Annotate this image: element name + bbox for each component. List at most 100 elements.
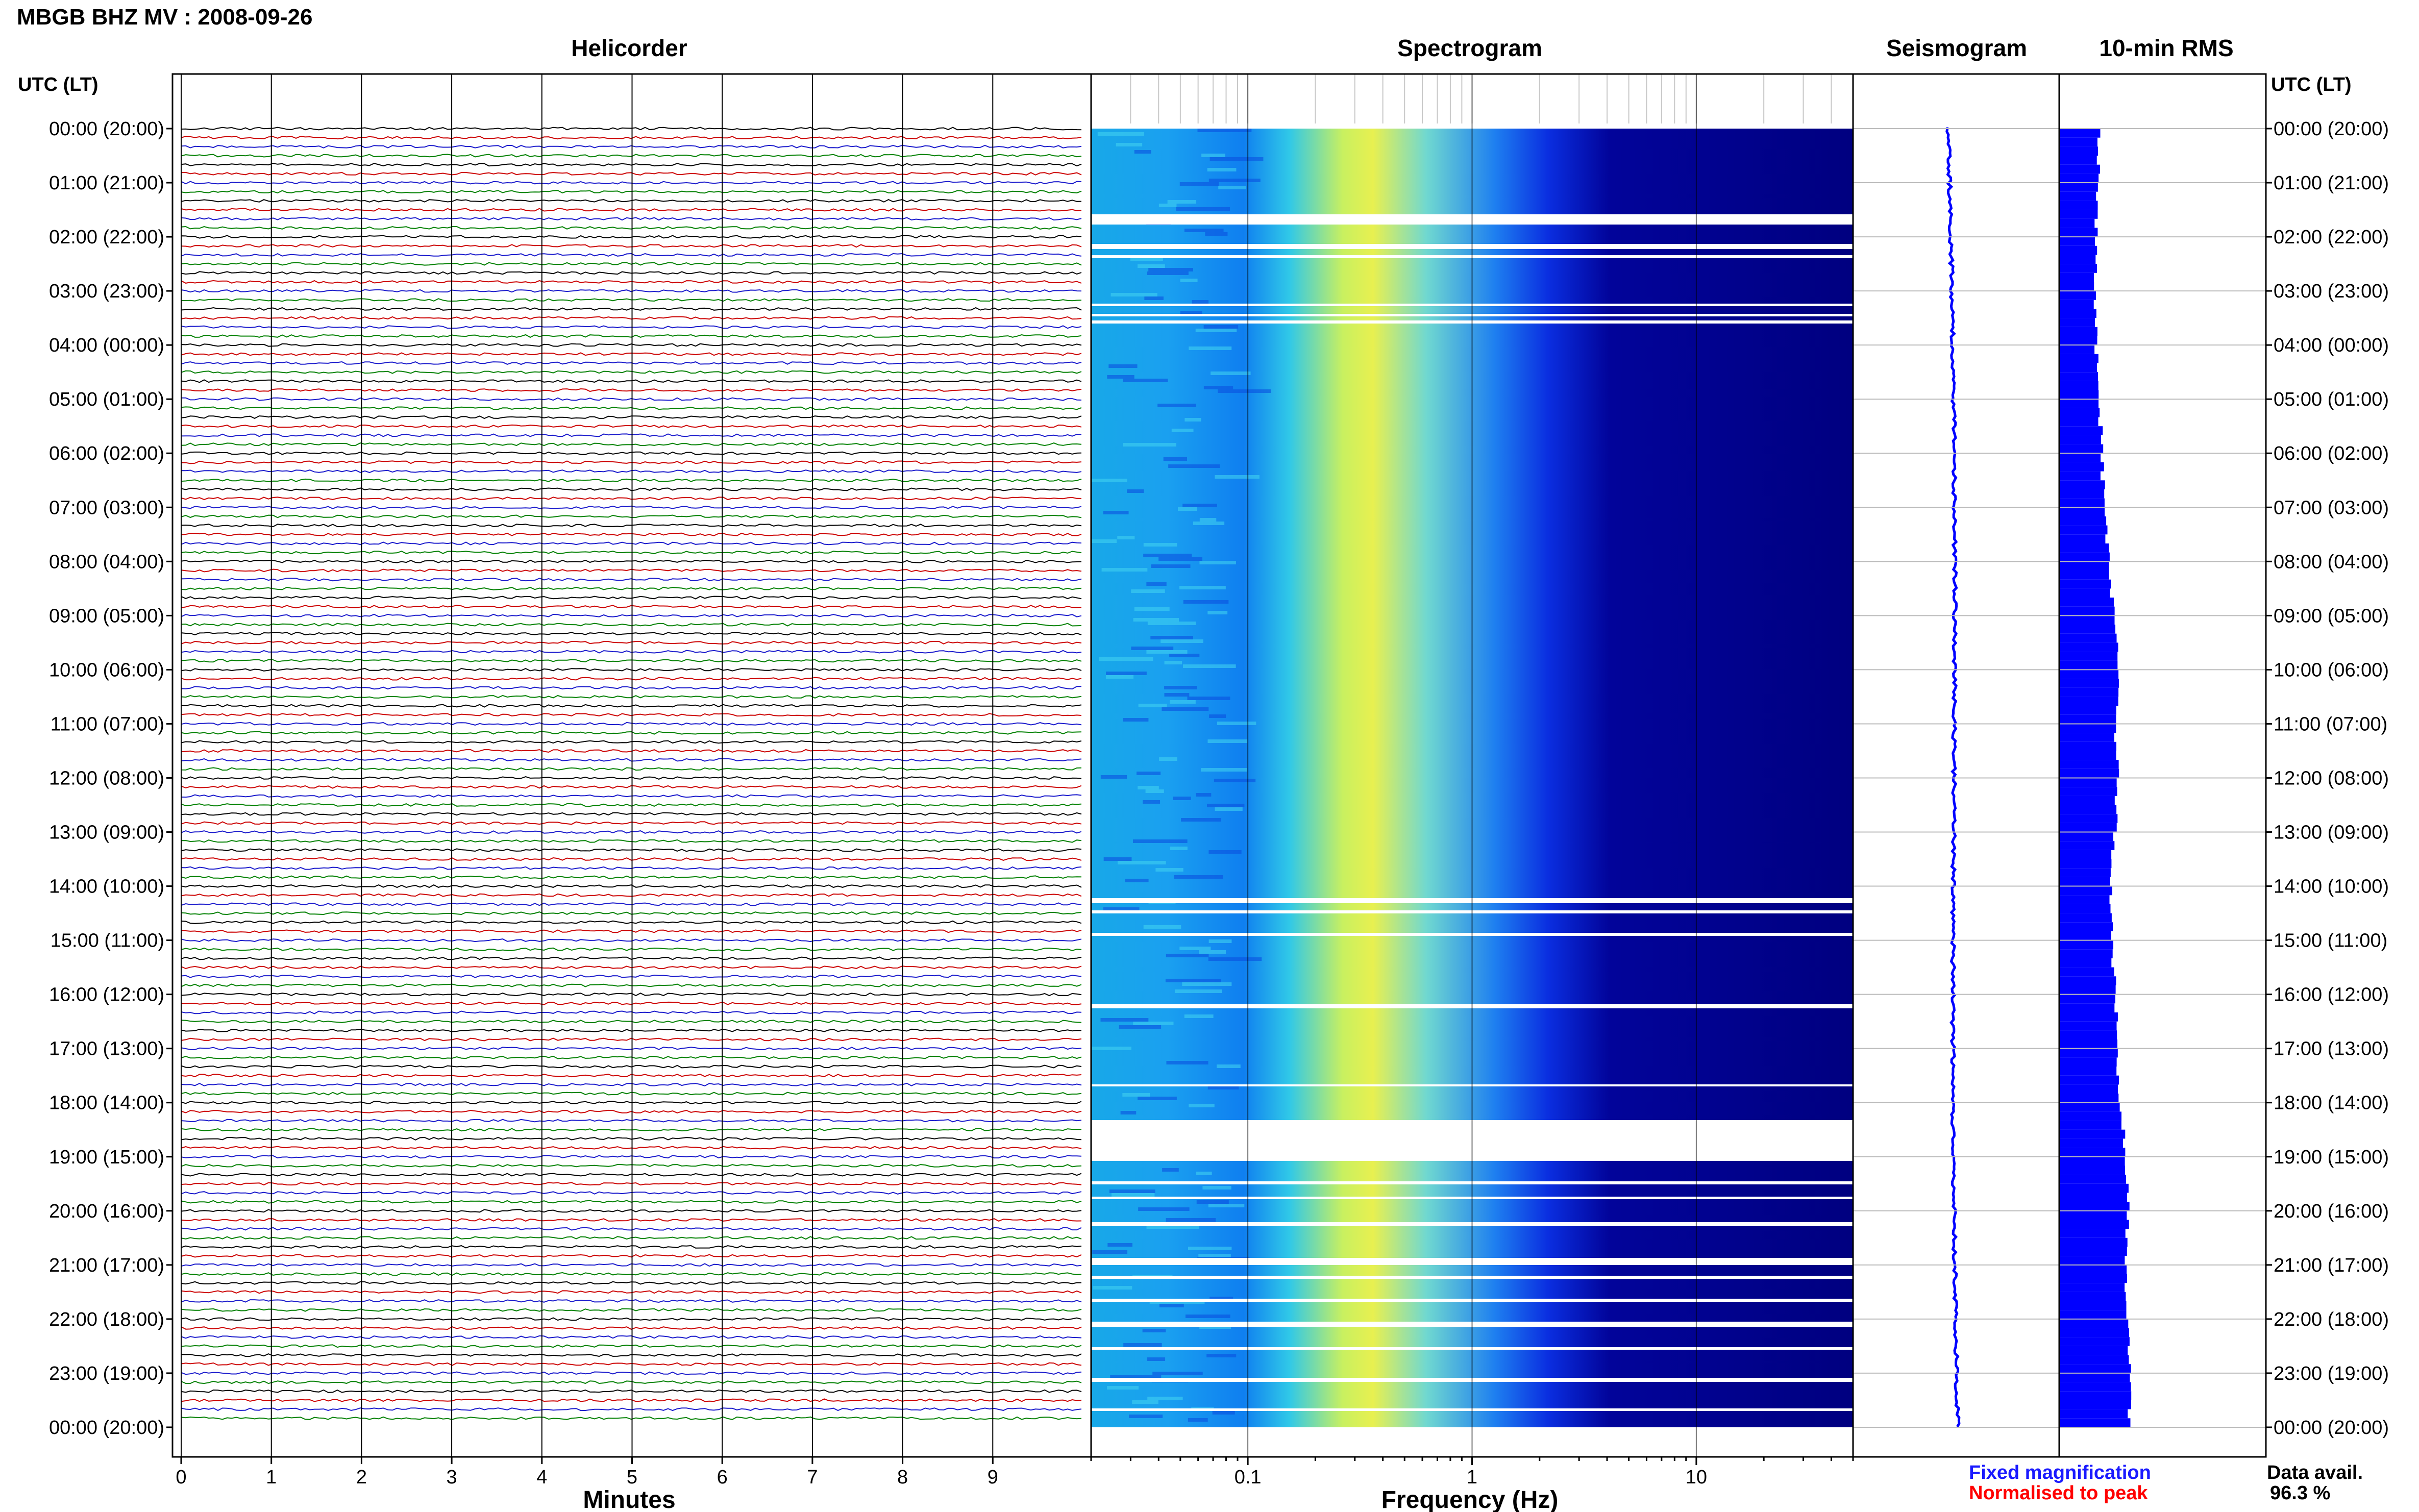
rms-bar <box>2060 543 2109 553</box>
rms-bar <box>2060 1373 2130 1382</box>
rms-bar <box>2060 1355 2129 1365</box>
helicorder-trace <box>181 163 1082 167</box>
spectrogram-band <box>1131 647 1174 650</box>
spectrogram-band <box>1163 457 1188 461</box>
spectrogram-band <box>1158 557 1203 561</box>
helicorder-trace <box>181 1326 1082 1330</box>
spectrogram-band <box>1143 925 1181 929</box>
helicorder-trace <box>181 1047 1082 1051</box>
rms-bar <box>2060 1121 2121 1130</box>
helicorder-traces <box>181 127 1082 1420</box>
time-label-left: 09:00 (05:00) <box>49 605 164 627</box>
time-label-right: 22:00 (18:00) <box>2274 1309 2389 1330</box>
spectrogram-band <box>1123 1343 1162 1347</box>
helicorder-trace <box>181 551 1082 555</box>
rms-bar <box>2060 1265 2127 1274</box>
spectrogram-band <box>1167 200 1196 204</box>
rms-bar <box>2060 1156 2125 1166</box>
spectrogram-band <box>1176 207 1230 211</box>
time-label-right: 03:00 (23:00) <box>2274 281 2389 302</box>
rms-bar <box>2060 1084 2118 1094</box>
spectrogram-band <box>1107 375 1134 379</box>
helicorder-trace <box>181 785 1082 789</box>
helicorder-trace <box>181 1254 1082 1258</box>
time-label-right: 00:00 (20:00) <box>2274 118 2389 140</box>
rms-bars <box>2060 129 2132 1427</box>
helicorder-trace <box>181 613 1082 618</box>
rms-bar <box>2060 408 2100 417</box>
minute-tick-label: 5 <box>627 1467 637 1488</box>
spectrogram-band <box>1180 279 1198 282</box>
spectrogram-band <box>1166 1218 1216 1222</box>
rms-bar <box>2060 1166 2126 1175</box>
helicorder-trace <box>181 1191 1082 1195</box>
rms-bar <box>2060 1094 2119 1103</box>
helicorder-trace <box>181 497 1082 501</box>
time-label-left: 15:00 (11:00) <box>51 930 164 952</box>
time-label-left: 16:00 (12:00) <box>49 984 164 1006</box>
helicorder-trace <box>181 650 1082 654</box>
spectrogram-band <box>1208 179 1261 182</box>
helicorder-trace <box>181 1109 1082 1113</box>
time-label-left: 14:00 (10:00) <box>49 876 164 898</box>
time-label-left: 08:00 (04:00) <box>49 551 164 573</box>
rms-bar <box>2060 1328 2129 1337</box>
time-label-left: 23:00 (19:00) <box>49 1363 164 1384</box>
spectrogram-band <box>1199 1325 1231 1329</box>
spectrogram-band <box>1100 1018 1149 1022</box>
rms-bar <box>2060 1364 2131 1373</box>
rms-bar <box>2060 534 2106 543</box>
rms-bar <box>2060 228 2098 237</box>
helicorder-trace <box>181 857 1082 861</box>
legend-normalised-to-peak: Normalised to peak <box>1969 1482 2148 1504</box>
freq-tick-label: 1 <box>1467 1467 1477 1488</box>
rms-bar <box>2060 859 2112 869</box>
panel-title-seismogram: Seismogram <box>1886 35 2027 61</box>
spectrogram-band <box>1134 607 1170 611</box>
spectrogram-band <box>1092 1250 1128 1254</box>
rms-bar <box>2060 1210 2127 1220</box>
rms-bar <box>2060 904 2111 913</box>
helicorder-trace <box>181 1398 1082 1402</box>
spectrogram-band <box>1215 475 1260 479</box>
helicorder-trace <box>181 541 1082 546</box>
helicorder-trace <box>181 524 1082 528</box>
spectrogram-band <box>1107 1386 1139 1390</box>
spectrogram-band <box>1143 800 1161 804</box>
rms-bar <box>2060 327 2097 336</box>
time-label-right: 07:00 (03:00) <box>2274 497 2389 518</box>
spectrogram-band <box>1196 793 1212 797</box>
rms-bar <box>2060 173 2099 183</box>
helicorder-trace <box>181 848 1082 852</box>
helicorder-trace <box>181 1173 1082 1177</box>
helicorder-trace <box>181 154 1082 158</box>
rms-bar <box>2060 480 2105 489</box>
spectrogram-band <box>1097 132 1145 136</box>
spectrogram-band <box>1107 1243 1132 1247</box>
spectrogram-band <box>1202 1186 1231 1189</box>
time-label-right: 21:00 (17:00) <box>2274 1255 2389 1276</box>
helicorder-trace <box>181 406 1082 410</box>
time-label-right: 14:00 (10:00) <box>2274 876 2389 898</box>
rms-bar <box>2060 363 2097 373</box>
helicorder-trace <box>181 1082 1082 1087</box>
time-axis-left: 00:00 (20:00) 01:00 (21:00) 02:00 (22:00) 0… <box>49 118 172 1439</box>
rms-bar <box>2060 1039 2117 1049</box>
rms-bar <box>2060 1148 2126 1157</box>
spectrogram-band <box>1116 143 1143 146</box>
helicorder-trace <box>181 1218 1082 1222</box>
spectrogram-band <box>1150 636 1193 639</box>
helicorder-trace <box>181 1416 1082 1420</box>
rms-bar <box>2060 625 2115 634</box>
spectrogram-band <box>1130 257 1163 261</box>
rms-bar <box>2060 850 2112 859</box>
helicorder-trace <box>181 1263 1082 1267</box>
freq-tick-label: 10 <box>1686 1467 1707 1488</box>
spectrogram-band <box>1208 939 1232 943</box>
rms-bar <box>2060 679 2119 688</box>
helicorder-trace <box>181 586 1082 590</box>
time-label-left: 01:00 (21:00) <box>49 172 164 194</box>
rms-bar <box>2060 507 2105 516</box>
spectrogram-band <box>1101 568 1148 572</box>
